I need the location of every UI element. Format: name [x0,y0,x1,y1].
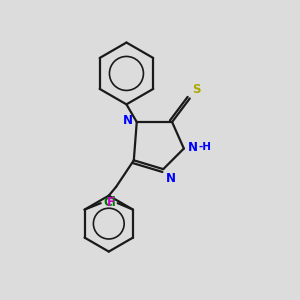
Text: F: F [107,196,115,209]
Text: S: S [192,83,201,96]
Text: N: N [123,114,133,127]
Text: -H: -H [199,142,212,152]
Text: N: N [188,141,198,154]
Text: Cl: Cl [103,196,116,209]
Text: N: N [166,172,176,185]
